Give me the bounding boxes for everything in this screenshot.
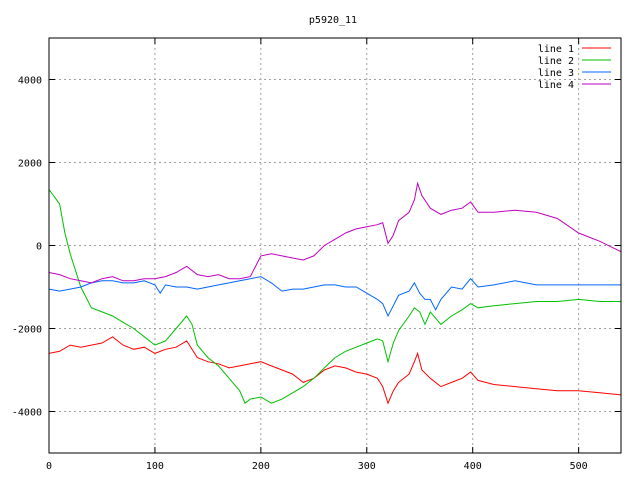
series-line-1 — [48, 336, 622, 405]
y-tick-label: 0 — [36, 242, 42, 253]
plot-frame — [48, 37, 622, 454]
x-tick-label: 400 — [464, 461, 482, 472]
series-line-4 — [48, 181, 622, 284]
y-tick-label: -2000 — [12, 325, 42, 336]
x-tick-label: 0 — [46, 461, 52, 472]
legend-label: line 4 — [538, 80, 574, 91]
y-tick-label: 4000 — [18, 76, 42, 87]
legend-label: line 1 — [538, 44, 574, 55]
legend-label: line 2 — [538, 56, 574, 67]
x-tick-label: 200 — [252, 461, 270, 472]
data-series — [48, 181, 622, 405]
x-tick-label: 500 — [570, 461, 588, 472]
axes: -4000 -2000 0 2000 4000 0 100 200 300 400 500 — [12, 37, 622, 472]
y-tick-label: 2000 — [18, 159, 42, 170]
legend-label: line 3 — [538, 68, 574, 79]
x-tick-label: 100 — [146, 461, 164, 472]
series-line-2 — [48, 189, 621, 404]
grid-lines — [48, 38, 621, 453]
chart-title: p5920_11 — [309, 15, 357, 26]
series-line-3 — [48, 276, 621, 318]
y-tick-label: -4000 — [12, 408, 42, 419]
x-tick-label: 300 — [358, 461, 376, 472]
